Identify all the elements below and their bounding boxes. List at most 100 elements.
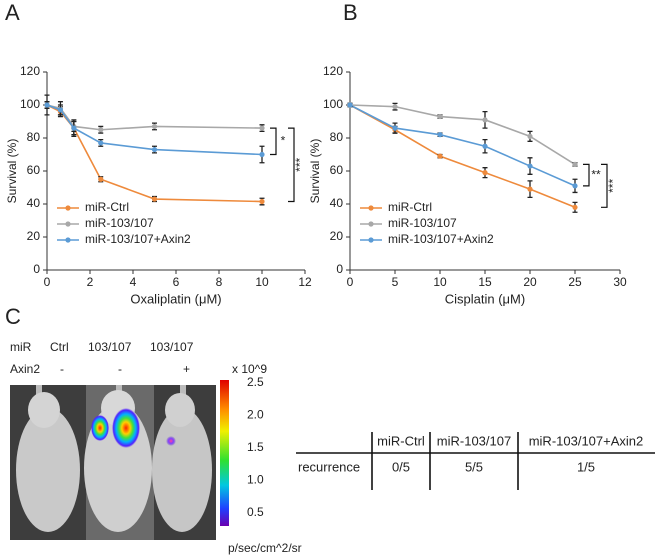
y-tick-label: 40 [330, 196, 344, 210]
significance-label: * [281, 133, 286, 147]
data-point [259, 198, 265, 205]
legend-marker [368, 221, 374, 227]
legend-marker [368, 237, 374, 243]
row-label: - [60, 362, 64, 376]
data-point [572, 183, 578, 189]
significance-label: ** [591, 167, 601, 181]
x-tick-label: 15 [478, 275, 492, 289]
colorbar-unit: p/sec/cm^2/sr [228, 541, 302, 555]
data-point [44, 102, 50, 108]
significance-bracket [270, 127, 277, 156]
y-tick-label: 20 [330, 229, 344, 243]
row-label: miR [10, 340, 32, 354]
y-tick-label: 20 [27, 229, 41, 243]
data-point [347, 102, 353, 108]
significance-bracket [601, 163, 608, 208]
series-line [349, 104, 576, 209]
legend-label: miR-103/107 [388, 216, 457, 230]
table-lines [296, 432, 655, 490]
row-label: + [183, 362, 190, 376]
row-label: Axin2 [10, 362, 40, 376]
data-point [437, 132, 443, 138]
y-tick-label: 0 [336, 262, 343, 276]
data-point [98, 176, 104, 182]
legend-marker [65, 221, 71, 227]
panel-label: C [5, 304, 21, 329]
colorbar-tick: 2.5 [247, 375, 264, 389]
table-cell: 5/5 [465, 459, 483, 474]
data-point [392, 125, 398, 131]
legend-label: miR-Ctrl [85, 200, 129, 214]
legend-marker [368, 205, 374, 211]
x-tick-label: 4 [130, 275, 137, 289]
colorbar-title: x 10^9 [232, 362, 267, 376]
colorbar-tick: 2.0 [247, 408, 264, 422]
x-tick-label: 2 [87, 275, 94, 289]
data-point [527, 163, 533, 169]
significance-label: *** [606, 179, 620, 193]
mouse-image [10, 380, 229, 540]
data-point [392, 104, 398, 110]
row-label: Ctrl [50, 340, 69, 354]
colorbar-tick: 1.0 [247, 473, 264, 487]
colorbar [220, 380, 229, 526]
data-point [98, 127, 104, 133]
significance-bracket [583, 163, 590, 187]
table-header: miR-Ctrl [377, 433, 425, 448]
y-tick-label: 100 [20, 97, 40, 111]
x-tick-label: 8 [216, 275, 223, 289]
x-axis-label: Oxaliplatin (μM) [130, 291, 221, 306]
table-header: miR-103/107+Axin2 [529, 433, 644, 448]
x-axis-label: Cisplatin (μM) [445, 291, 525, 306]
data-point [482, 117, 488, 123]
row-label: 103/107 [88, 340, 132, 354]
data-point [572, 204, 578, 210]
y-tick-label: 0 [33, 262, 40, 276]
x-tick-label: 5 [392, 275, 399, 289]
data-point [437, 153, 443, 159]
data-point [437, 113, 443, 120]
colorbar-tick: 1.5 [247, 440, 264, 454]
x-tick-label: 20 [523, 275, 537, 289]
panel-label: A [5, 0, 20, 25]
row-label: 103/107 [150, 340, 194, 354]
legend-label: miR-Ctrl [388, 200, 432, 214]
y-tick-label: 40 [27, 196, 41, 210]
data-point [57, 107, 64, 113]
data-point [151, 146, 158, 153]
y-tick-label: 80 [330, 130, 344, 144]
x-tick-label: 10 [255, 275, 269, 289]
legend-label: miR-103/107+Axin2 [85, 232, 191, 246]
y-axis-label: Survival (%) [308, 139, 322, 204]
data-point [259, 151, 265, 158]
y-tick-label: 100 [323, 97, 343, 111]
y-tick-label: 80 [27, 130, 41, 144]
x-tick-label: 25 [568, 275, 582, 289]
table-header: miR-103/107 [437, 433, 511, 448]
x-tick-label: 30 [613, 275, 627, 289]
data-point [527, 186, 533, 192]
data-point [527, 133, 533, 139]
table-cell: 0/5 [392, 459, 410, 474]
series-line [349, 104, 576, 187]
data-point [71, 125, 77, 131]
x-tick-label: 12 [298, 275, 312, 289]
series-line [349, 104, 576, 166]
data-point [572, 161, 578, 167]
data-point [482, 143, 488, 149]
legend-label: miR-103/107 [85, 216, 154, 230]
panel-label: B [343, 0, 358, 25]
x-tick-label: 0 [44, 275, 51, 289]
data-point [151, 123, 158, 130]
y-tick-label: 60 [330, 163, 344, 177]
significance-bracket [288, 127, 295, 203]
y-tick-label: 120 [20, 64, 40, 78]
data-point [98, 140, 104, 146]
data-point [482, 170, 488, 176]
y-tick-label: 120 [323, 64, 343, 78]
significance-label: *** [293, 157, 307, 171]
legend-label: miR-103/107+Axin2 [388, 232, 494, 246]
x-tick-label: 6 [173, 275, 180, 289]
table-cell: 1/5 [577, 459, 595, 474]
